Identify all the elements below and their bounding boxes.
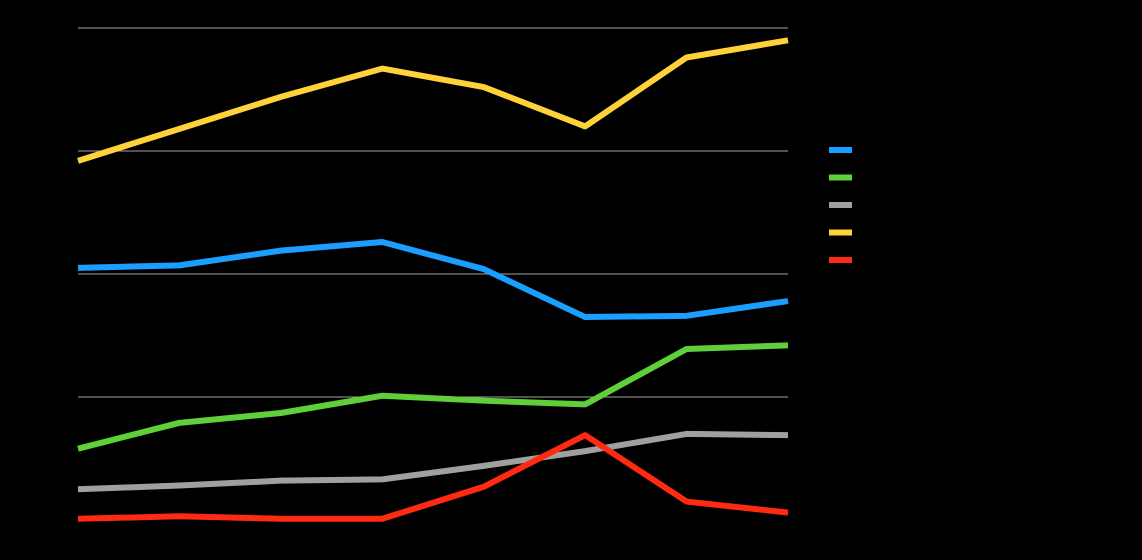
series-line-1 xyxy=(77,239,789,321)
series-line-4 xyxy=(77,37,789,164)
gridlines xyxy=(78,27,788,398)
series-lines xyxy=(77,37,789,522)
legend xyxy=(829,147,852,263)
series-line-5 xyxy=(77,432,789,522)
series-line-2 xyxy=(77,342,789,452)
series-line-3 xyxy=(77,430,789,493)
